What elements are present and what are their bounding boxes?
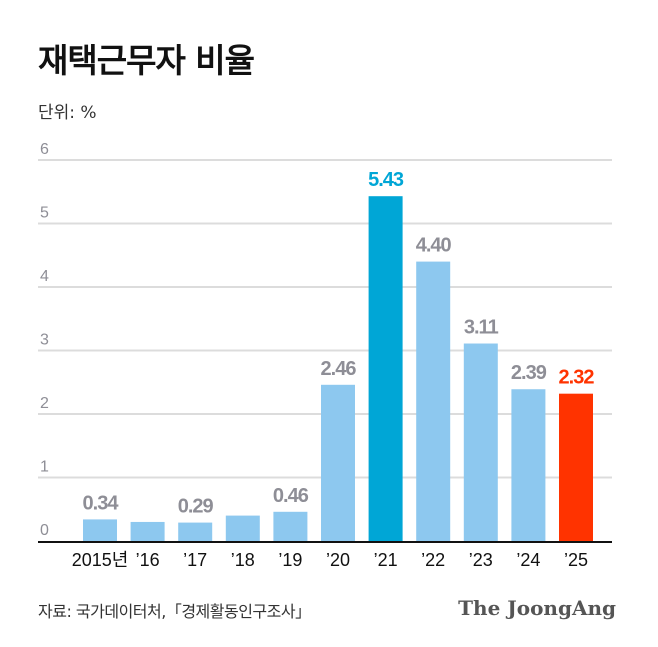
y-tick-label: 0 xyxy=(40,522,49,539)
data-label: 0.46 xyxy=(273,485,309,507)
publisher-logo: The JoongAng xyxy=(458,596,616,620)
x-tick-label: ’16 xyxy=(136,550,160,570)
bar xyxy=(321,384,355,541)
x-tick-label: ’22 xyxy=(421,550,445,570)
data-label: 2.46 xyxy=(321,358,357,380)
bar xyxy=(178,522,213,541)
bar xyxy=(463,343,498,541)
x-tick-label: ’19 xyxy=(278,550,302,570)
x-tick-label: ’21 xyxy=(374,550,398,570)
bar xyxy=(83,519,117,541)
x-tick-label: ’24 xyxy=(516,550,540,570)
data-label: 0.34 xyxy=(83,492,120,514)
data-label: 0.29 xyxy=(178,496,214,518)
chart-title: 재택근무자 비율 xyxy=(38,41,255,80)
data-label: 4.40 xyxy=(416,235,452,257)
data-label: 5.43 xyxy=(368,169,404,191)
y-tick-label: 3 xyxy=(40,332,49,349)
bar xyxy=(559,393,593,541)
y-tick-label: 5 xyxy=(40,205,49,222)
bar xyxy=(225,515,260,541)
data-label: 2.39 xyxy=(511,362,547,384)
bar xyxy=(130,521,165,541)
y-tick-label: 2 xyxy=(40,395,49,412)
data-label: 3.11 xyxy=(464,317,499,339)
bar xyxy=(416,261,451,541)
x-tick-label: ’18 xyxy=(231,550,255,570)
source-note: 자료: 국가데이터처,「경제활동인구조사」 xyxy=(38,602,311,621)
bar xyxy=(511,389,546,541)
x-tick-label: ’20 xyxy=(326,550,350,570)
x-tick-label: 2015년 xyxy=(72,550,129,570)
y-tick-label: 4 xyxy=(40,268,49,285)
bar xyxy=(368,196,403,541)
x-tick-label: ’25 xyxy=(564,550,588,570)
bar xyxy=(273,511,308,541)
y-tick-label: 6 xyxy=(40,141,49,158)
x-tick-label: ’17 xyxy=(183,550,207,570)
y-tick-label: 1 xyxy=(40,459,49,476)
data-label: 2.32 xyxy=(559,367,595,389)
x-tick-label: ’23 xyxy=(469,550,493,570)
unit-label: 단위: % xyxy=(38,103,97,123)
